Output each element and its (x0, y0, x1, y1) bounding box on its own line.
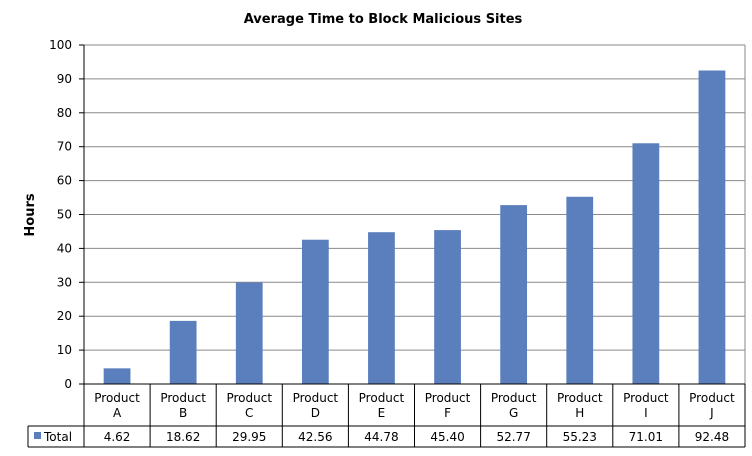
y-tick-label: 50 (57, 208, 72, 222)
data-table-value: 92.48 (695, 430, 729, 444)
x-category-label: Product H (557, 391, 603, 420)
bar (368, 232, 395, 384)
data-table-value: 52.77 (496, 430, 530, 444)
bar (103, 368, 131, 384)
x-category-label: Product I (623, 391, 669, 420)
y-tick-label: 30 (57, 275, 72, 289)
x-category-label: Product B (160, 391, 206, 420)
bar (566, 196, 594, 384)
data-table: Product A Product B Product C Product D Product E… (27, 383, 746, 448)
x-category-label: Product J (689, 391, 735, 420)
y-tick-label: 60 (57, 174, 72, 188)
y-tick-label: 70 (57, 140, 72, 154)
x-category-label: Product E (359, 391, 405, 420)
data-table-value: 71.01 (629, 430, 663, 444)
legend-key-total (34, 432, 41, 439)
y-tick-label: 90 (57, 72, 72, 86)
bar (434, 230, 461, 384)
y-axis-label: Hours (23, 193, 38, 236)
x-category-label: Product F (425, 391, 471, 420)
chart-title: Average Time to Block Malicious Sites (244, 12, 523, 27)
y-tick-label: 100 (49, 38, 72, 52)
bar (500, 205, 528, 384)
data-table-value: 18.62 (166, 430, 200, 444)
bars (103, 70, 726, 384)
x-category-label: Product A (94, 391, 140, 420)
x-category-label: Product G (491, 391, 537, 420)
data-table-value: 45.40 (430, 430, 464, 444)
bar (235, 282, 263, 384)
y-axis-ticks: 0 10 20 30 40 50 60 70 80 90 100 (49, 38, 84, 391)
bar (301, 239, 329, 384)
x-category-label: Product D (293, 391, 339, 420)
x-category-label: Product C (226, 391, 272, 420)
bar (169, 320, 197, 384)
y-tick-label: 40 (57, 241, 72, 255)
data-table-value: 55.23 (563, 430, 597, 444)
y-tick-label: 20 (57, 309, 72, 323)
data-table-value: 29.95 (232, 430, 266, 444)
data-table-value: 4.62 (104, 430, 131, 444)
bar (698, 70, 726, 384)
y-tick-label: 0 (64, 377, 72, 391)
data-table-value: 42.56 (298, 430, 332, 444)
y-tick-label: 10 (57, 343, 72, 357)
series-name-total: Total (43, 430, 72, 444)
data-table-value: 44.78 (364, 430, 398, 444)
y-tick-label: 80 (57, 106, 72, 120)
bar (632, 143, 660, 384)
